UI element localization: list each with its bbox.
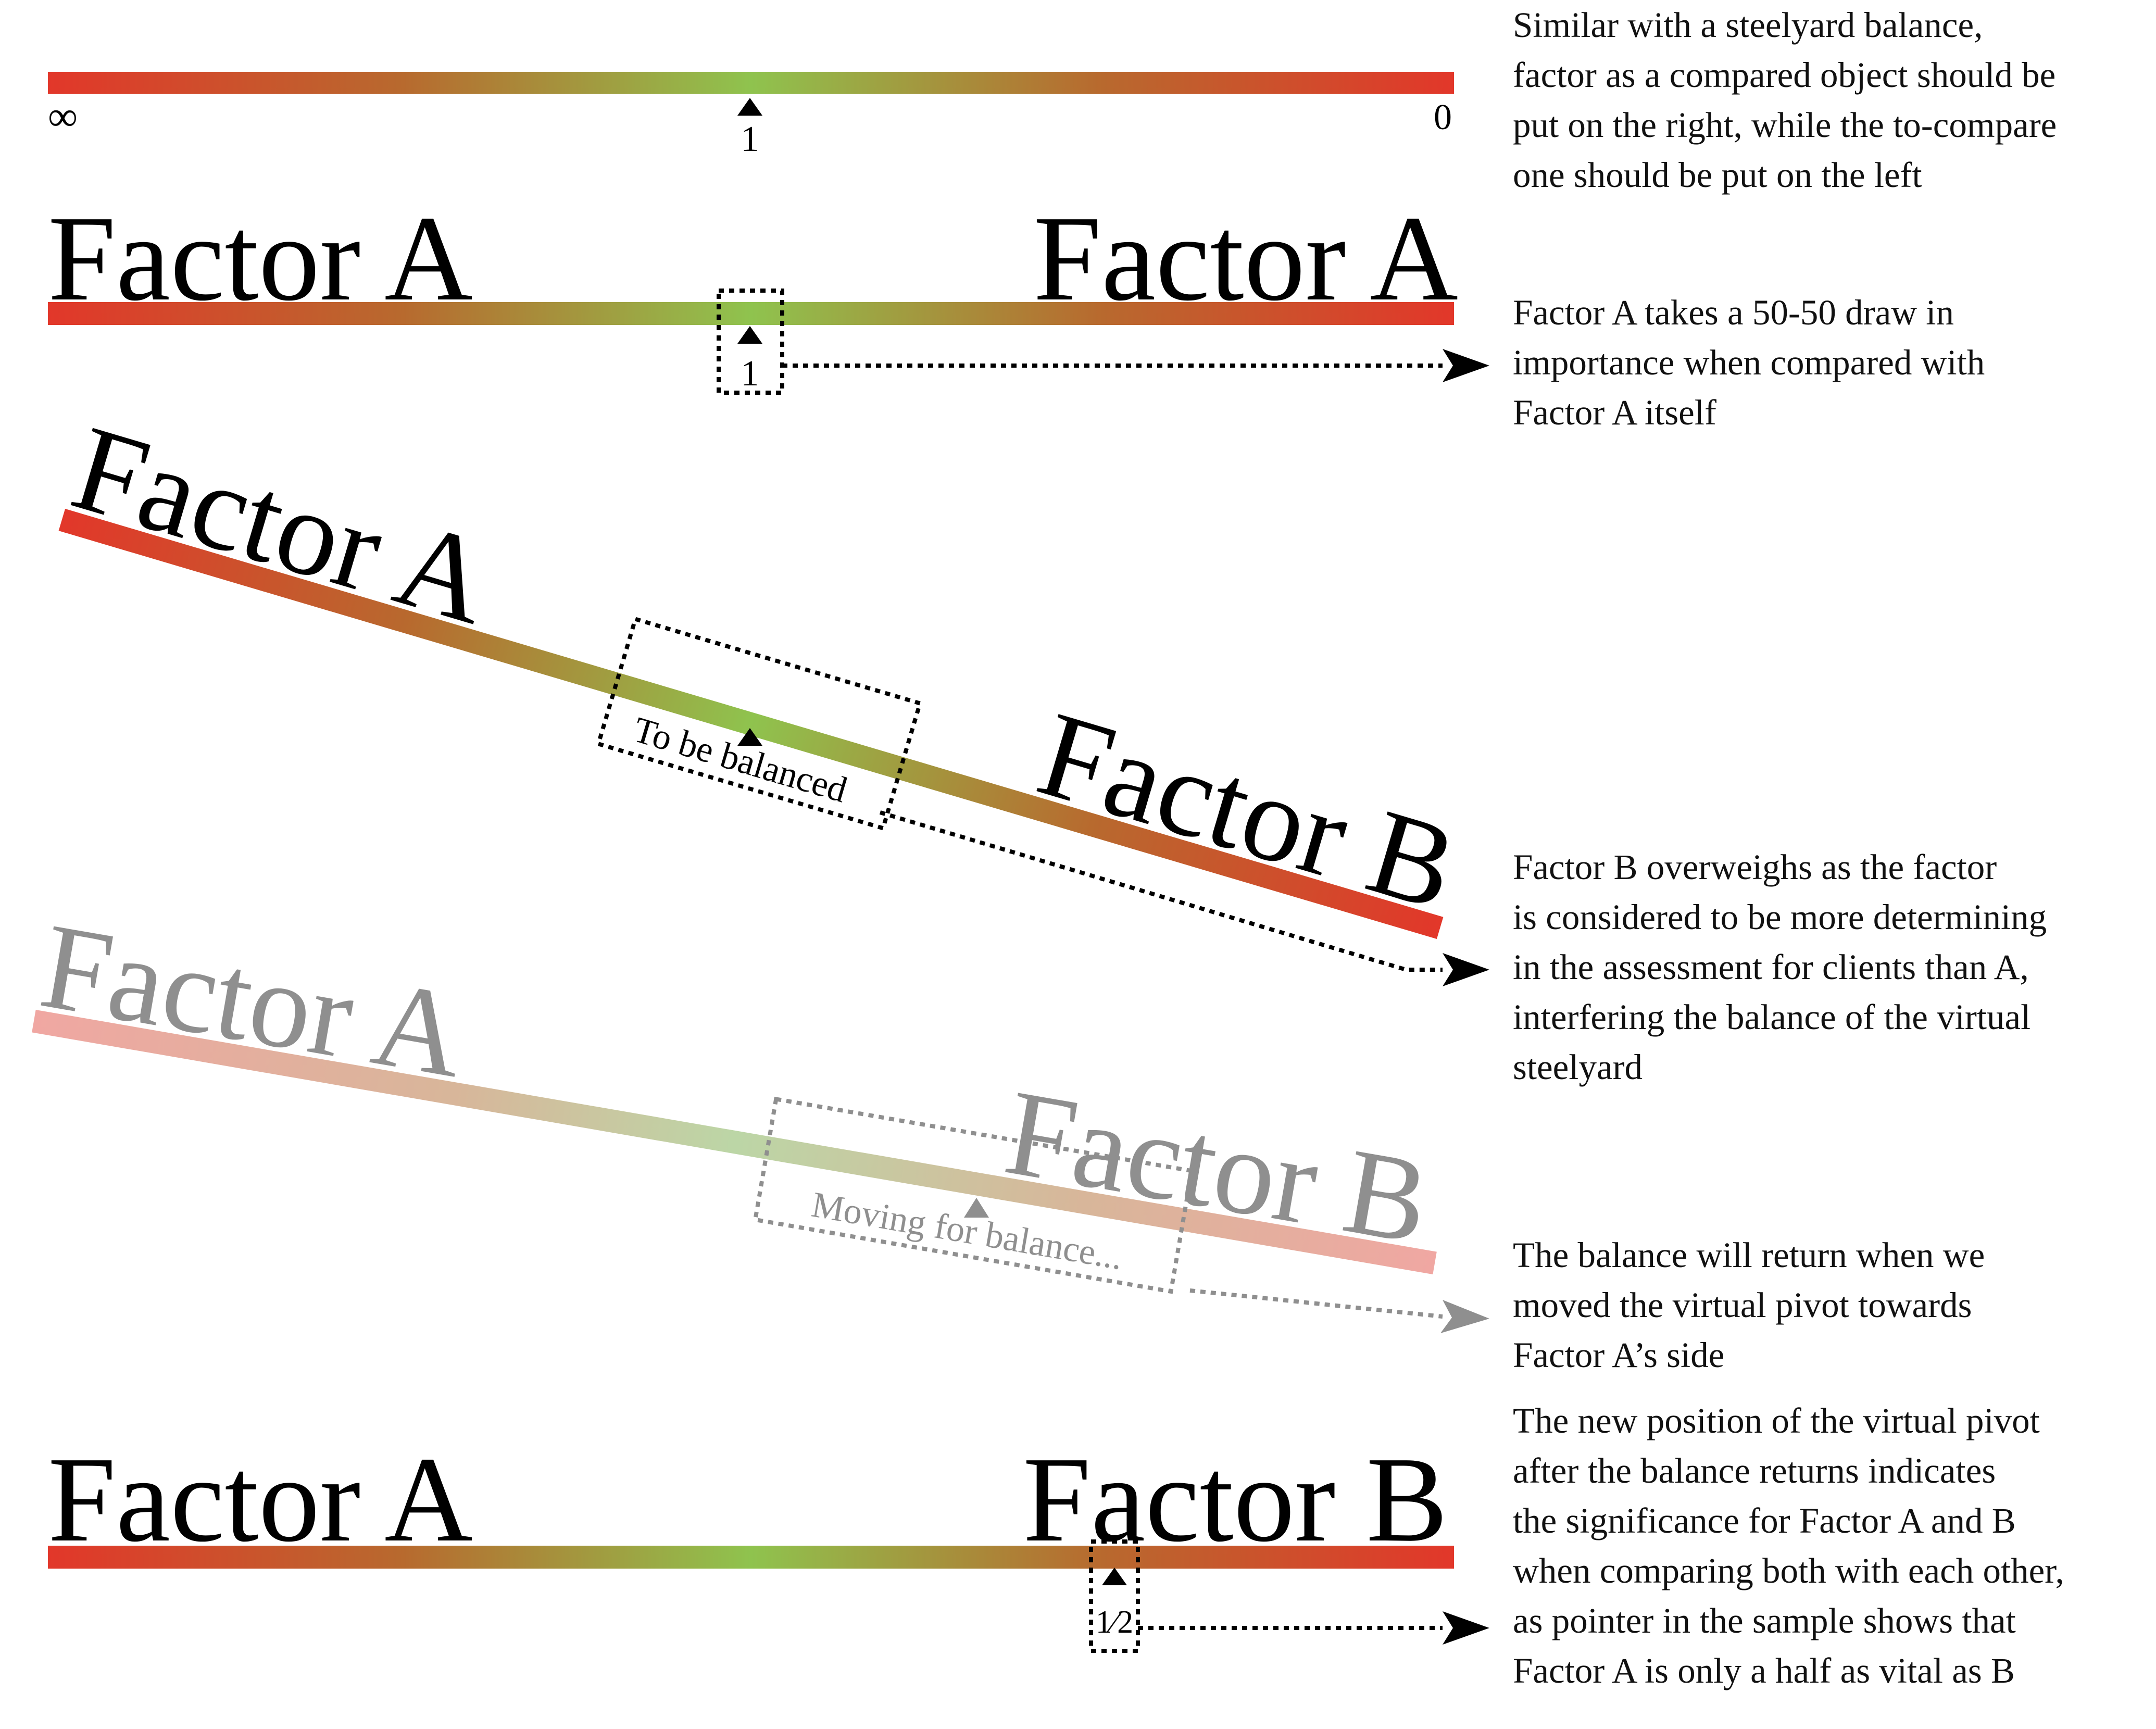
note-equal-draw: Factor A takes a 50-50 draw in importanc… bbox=[1513, 293, 1985, 432]
factor-b-tilted: Factor B bbox=[1025, 685, 1471, 936]
reference-scale: ∞ 1 0 bbox=[48, 72, 1454, 159]
scale-bar bbox=[48, 72, 1454, 94]
factor-a-tilted: Factor A bbox=[59, 399, 505, 650]
factor-a-faded: Factor A bbox=[32, 897, 474, 1103]
factor-a-final: Factor A bbox=[48, 1432, 473, 1567]
balance-bar-equal bbox=[48, 302, 1454, 325]
scale-infinity-label: ∞ bbox=[48, 94, 78, 140]
pivot-box bbox=[717, 289, 784, 395]
connector-arrow-2 bbox=[879, 810, 1443, 972]
balance-bar-tilted bbox=[58, 508, 1444, 939]
note-balance-returns: The balance will return when we moved th… bbox=[1513, 1235, 1985, 1375]
panel-moving: Factor A Factor B Moving for balance... bbox=[32, 897, 1489, 1333]
arrowhead-icon-4 bbox=[1443, 1611, 1489, 1645]
arrowhead-icon-1 bbox=[1443, 349, 1489, 382]
panel-equal: Factor A Factor A 1 bbox=[48, 191, 1489, 395]
panel-final: Factor A Factor B 1⁄2 bbox=[48, 1432, 1489, 1653]
arrowhead-icon-3 bbox=[1440, 1300, 1489, 1333]
connector-arrow-3 bbox=[1189, 1288, 1443, 1319]
pivot-icon-faded bbox=[964, 1198, 989, 1218]
pivot-icon-final bbox=[1102, 1568, 1127, 1585]
scale-zero-label: 0 bbox=[1434, 97, 1452, 137]
panel-tilted: Factor A Factor B To be balanced bbox=[58, 399, 1489, 986]
balance-bar-faded bbox=[32, 1009, 1437, 1275]
note-new-pivot-position: The new position of the virtual pivot af… bbox=[1513, 1401, 2064, 1690]
pivot-box-final bbox=[1089, 1539, 1140, 1653]
note-factor-b-overweighs: Factor B overweighs as the factor is con… bbox=[1513, 847, 2047, 1087]
pivot-one-label: 1 bbox=[741, 354, 759, 394]
arrowhead-icon-2 bbox=[1443, 953, 1489, 986]
scale-one-label: 1 bbox=[741, 119, 759, 159]
pivot-half-label: 1⁄2 bbox=[1096, 1605, 1133, 1640]
pivot-icon bbox=[737, 326, 762, 344]
note-steelyard-intro: Similar with a steelyard balance, factor… bbox=[1513, 5, 2057, 195]
pivot-icon-tilted bbox=[737, 728, 762, 746]
factor-b-final: Factor B bbox=[1023, 1432, 1448, 1567]
balance-box bbox=[596, 616, 923, 831]
balance-bar-final bbox=[48, 1546, 1454, 1569]
moving-box bbox=[753, 1096, 1195, 1294]
scale-pivot-icon bbox=[737, 98, 762, 116]
